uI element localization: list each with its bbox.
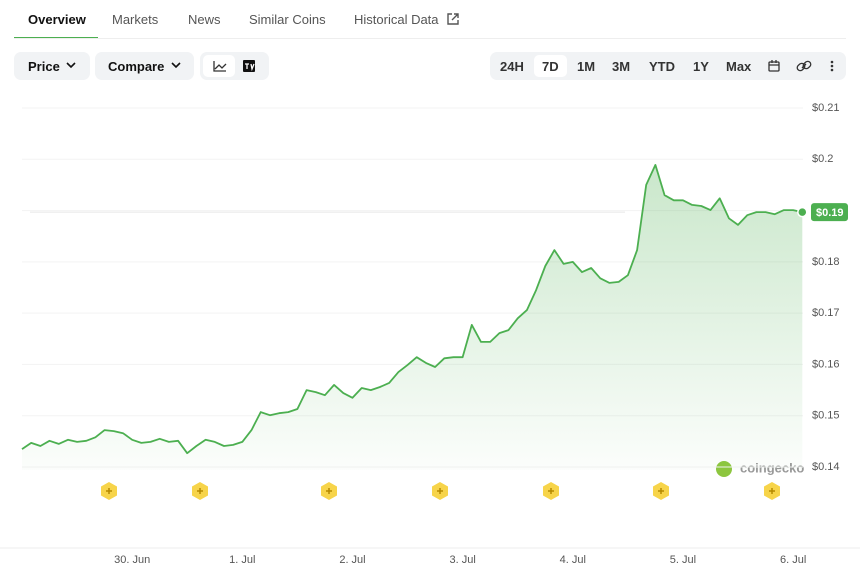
price-line <box>21 164 803 455</box>
tab[interactable]: Overview <box>28 12 86 27</box>
price-area <box>22 164 803 470</box>
current-price-label: $0.19 <box>816 207 844 219</box>
active-range <box>534 55 567 77</box>
chevron <box>171 62 181 69</box>
y-tick-label: $0.16 <box>812 358 840 370</box>
event-marker[interactable] <box>543 482 559 500</box>
range-button[interactable]: 3M <box>612 59 631 74</box>
event-marker[interactable] <box>764 482 780 500</box>
y-tick-label: $0.14 <box>812 461 840 473</box>
line-chart-button[interactable] <box>203 55 235 77</box>
range-button[interactable]: 1Y <box>693 59 709 74</box>
y-tick-label: $0.15 <box>812 410 840 422</box>
tab[interactable]: Similar Coins <box>249 12 326 27</box>
y-tick-label: $0.21 <box>812 102 840 114</box>
x-tick-label: 4. Jul <box>560 554 586 566</box>
event-marker[interactable] <box>321 482 337 500</box>
x-tick-label: 30. Jun <box>114 554 150 566</box>
x-tick-label: 5. Jul <box>670 554 696 566</box>
range-button[interactable]: 1M <box>577 59 596 74</box>
calendar-button[interactable] <box>767 59 781 73</box>
x-tick-label: 3. Jul <box>449 554 475 566</box>
current-price-badge <box>811 203 848 222</box>
more-button[interactable] <box>829 59 835 73</box>
link-button[interactable] <box>796 59 812 73</box>
event-marker[interactable] <box>653 482 669 500</box>
price-dropdown[interactable]: Price <box>14 52 90 80</box>
event-marker[interactable] <box>192 482 208 500</box>
range-button[interactable]: Max <box>726 59 752 74</box>
y-tick-label: $0.2 <box>812 153 833 165</box>
current-price-dot <box>797 206 808 218</box>
dropdown-label: Price <box>28 58 60 74</box>
event-marker[interactable] <box>101 482 117 500</box>
range-button[interactable]: 7D <box>542 59 559 74</box>
line-icon <box>213 61 227 72</box>
range-button[interactable]: 24H <box>500 59 524 74</box>
event-marker[interactable] <box>432 482 448 500</box>
chart-type-toggle <box>200 52 269 80</box>
external-link-icon <box>447 13 459 25</box>
chevron <box>66 62 76 69</box>
tab[interactable]: Historical Data <box>354 12 439 27</box>
x-tick-label: 6. Jul <box>780 554 806 566</box>
x-tick-label: 1. Jul <box>229 554 255 566</box>
compare-dropdown[interactable]: Compare <box>95 52 194 80</box>
dropdown-label: Compare <box>108 58 165 74</box>
y-tick-label: $0.17 <box>812 307 840 319</box>
tab[interactable]: News <box>188 12 221 27</box>
range-button[interactable]: YTD <box>649 59 675 74</box>
event-markers <box>101 482 780 500</box>
tradingview-button[interactable] <box>241 58 257 74</box>
range-selector: 24H 7D 1M 3M YTD 1Y Max <box>490 52 846 80</box>
tab-divider <box>14 38 846 39</box>
x-tick-label: 2. Jul <box>339 554 365 566</box>
y-tick-label: $0.18 <box>812 256 840 268</box>
tab[interactable]: Markets <box>112 12 159 27</box>
